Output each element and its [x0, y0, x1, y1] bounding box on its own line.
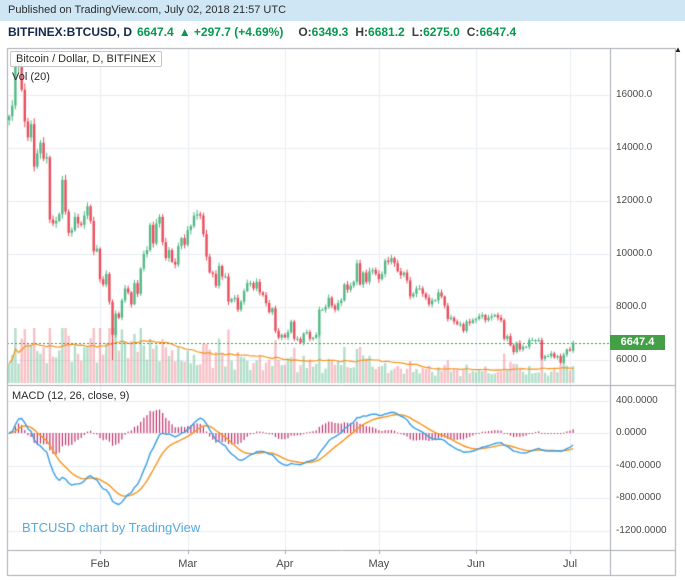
price-chart-canvas[interactable]: [0, 44, 685, 580]
close-value: 6647.4: [479, 25, 517, 39]
open-value: 6349.3: [311, 25, 349, 39]
price-tick-label: 10000.0: [616, 248, 653, 259]
price-tick-label: 12000.0: [616, 195, 653, 206]
price-tick-label: 8000.0: [616, 301, 647, 312]
scroll-up-icon[interactable]: ▲: [674, 45, 682, 54]
last-price-badge: 6647.4: [610, 334, 665, 350]
last-price-value: 6647.4: [137, 25, 174, 39]
chart-area: Bitcoin / Dollar, D, BITFINEX Vol (20) M…: [0, 44, 685, 580]
symbol-name[interactable]: BITFINEX:BTCUSD, D: [8, 25, 132, 39]
legend-macd-indicator[interactable]: MACD (12, 26, close, 9): [12, 390, 130, 402]
time-axis-label: Apr: [276, 558, 294, 570]
macd-axis[interactable]: 400.0000 0.0000 -400.0000 -800.0000 -1200.00…: [610, 385, 676, 550]
time-axis-label: Mar: [178, 558, 198, 570]
price-axis[interactable]: 16000.0 14000.0 12000.0 10000.0 8000.0 6000.0: [610, 44, 676, 385]
close-label: C:: [466, 25, 480, 39]
high-label: H:: [355, 25, 369, 39]
price-change: ▲ +297.7 (+4.69%): [178, 25, 284, 39]
price-tick-label: 14000.0: [616, 142, 653, 153]
macd-tick-label: 0.0000: [616, 427, 647, 438]
published-banner: Published on TradingView.com, July 02, 2…: [0, 0, 685, 21]
time-axis[interactable]: Feb Mar Apr May Jun Jul: [0, 550, 676, 580]
time-axis-label: May: [368, 558, 390, 570]
macd-tick-label: -1200.0000: [616, 524, 667, 536]
price-tick-label: 16000.0: [616, 89, 653, 100]
watermark-link[interactable]: BTCUSD chart by TradingView: [22, 520, 201, 535]
time-axis-label: Feb: [90, 558, 110, 570]
price-tick-label: 6000.0: [616, 354, 647, 365]
macd-tick-label: 400.0000: [616, 394, 658, 406]
time-axis-label: Jul: [562, 558, 578, 570]
macd-tick-label: -800.0000: [616, 492, 662, 503]
legend-symbol[interactable]: Bitcoin / Dollar, D, BITFINEX: [10, 51, 162, 67]
symbol-bar: BITFINEX:BTCUSD, D 6647.4 ▲ +297.7 (+4.69%…: [0, 21, 685, 44]
high-value: 6681.2: [368, 25, 405, 39]
low-value: 6275.0: [423, 25, 460, 39]
open-label: O:: [298, 25, 312, 39]
macd-tick-label: -400.0000: [616, 459, 662, 471]
time-axis-label: Jun: [467, 558, 485, 570]
low-label: L:: [411, 25, 424, 39]
legend-volume-indicator[interactable]: Vol (20): [12, 71, 50, 83]
